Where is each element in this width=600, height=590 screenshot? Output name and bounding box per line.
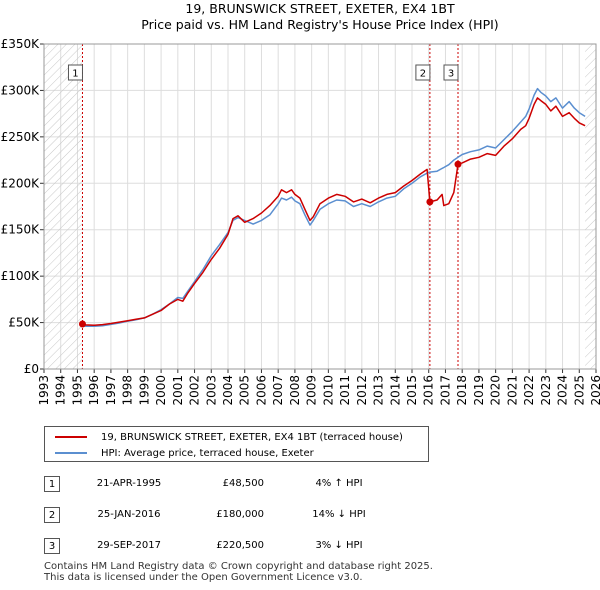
footer-line-1: Contains HM Land Registry data © Crown c… xyxy=(44,561,433,572)
y-tick-label: £150K xyxy=(1,223,41,237)
x-tick-label: 1999 xyxy=(137,375,151,406)
y-tick-label: £200K xyxy=(1,176,41,190)
y-axis: £0 £50K £100K £150K £200K £250K £300K £350K xyxy=(1,37,44,376)
price-chart: 19, BRUNSWICK STREET, EXETER, EX4 1BT Pr… xyxy=(1,1,600,406)
x-tick-label: 2004 xyxy=(221,375,235,406)
x-tick-label: 2023 xyxy=(539,375,553,406)
transaction-number: 3 xyxy=(44,538,60,554)
y-tick-label: £100K xyxy=(1,269,41,283)
hatched-regions xyxy=(44,44,596,369)
x-tick-label: 2014 xyxy=(388,375,402,406)
transaction-hpi-diff: 14% ↓ HPI xyxy=(312,509,366,520)
x-tick-label: 2010 xyxy=(321,375,335,406)
x-tick-label: 2005 xyxy=(238,375,252,406)
y-tick-label: £50K xyxy=(8,316,40,330)
x-tick-label: 2011 xyxy=(338,375,352,406)
series-lines xyxy=(82,87,586,328)
x-tick-label: 1998 xyxy=(121,375,135,406)
legend-item-price: 19, BRUNSWICK STREET, EXETER, EX4 1BT (t… xyxy=(55,430,403,444)
transaction-number: 1 xyxy=(44,476,60,492)
hatch-before-data xyxy=(44,44,83,369)
marker-label-1: 1 xyxy=(72,69,78,80)
x-tick-label: 2016 xyxy=(422,375,436,406)
x-tick-label: 2025 xyxy=(572,375,586,406)
marker-label-2: 2 xyxy=(420,69,426,80)
x-tick-label: 2026 xyxy=(589,375,600,406)
transaction-price: £180,000 xyxy=(216,509,264,520)
transaction-price: £48,500 xyxy=(222,478,264,489)
legend-price-swatch xyxy=(55,436,87,438)
marker-dot-3 xyxy=(454,160,462,168)
footer-attribution: Contains HM Land Registry data © Crown c… xyxy=(44,561,433,583)
marker-dot-2 xyxy=(426,198,434,206)
x-tick-label: 1994 xyxy=(54,375,68,406)
x-tick-label: 2018 xyxy=(455,375,469,406)
footer-line-2: This data is licensed under the Open Gov… xyxy=(44,572,363,583)
transaction-date: 29-SEP-2017 xyxy=(97,540,161,551)
x-tick-label: 2008 xyxy=(288,375,302,406)
x-tick-label: 1997 xyxy=(104,375,118,406)
legend-price-label: 19, BRUNSWICK STREET, EXETER, EX4 1BT (t… xyxy=(101,431,403,443)
x-tick-label: 2003 xyxy=(204,375,218,406)
chart-subtitle: Price paid vs. HM Land Registry's House … xyxy=(141,17,498,32)
hpi-line xyxy=(82,87,586,328)
marker-box-1 xyxy=(67,64,83,81)
x-tick-label: 2007 xyxy=(271,375,285,406)
x-tick-label: 2020 xyxy=(489,375,503,406)
x-tick-label: 2019 xyxy=(472,375,486,406)
transaction-price: £220,500 xyxy=(216,540,264,551)
y-tick-label: £300K xyxy=(1,83,41,97)
transaction-marker-labels: 1 2 3 xyxy=(67,64,459,81)
marker-box-2 xyxy=(415,64,431,81)
x-tick-label: 2022 xyxy=(522,375,536,406)
legend: 19, BRUNSWICK STREET, EXETER, EX4 1BT (t… xyxy=(44,426,429,462)
y-tick-label: £0 xyxy=(24,362,39,376)
plot-area xyxy=(44,44,596,369)
y-tick-label: £250K xyxy=(1,130,41,144)
legend-hpi-swatch xyxy=(55,452,87,454)
legend-item-hpi: HPI: Average price, terraced house, Exet… xyxy=(55,446,314,460)
transaction-date: 25-JAN-2016 xyxy=(97,509,161,520)
x-tick-label: 2013 xyxy=(372,375,386,406)
x-tick-label: 2021 xyxy=(505,375,519,406)
price-paid-line xyxy=(82,97,586,326)
marker-box-3 xyxy=(443,64,459,81)
chart-title: 19, BRUNSWICK STREET, EXETER, EX4 1BT xyxy=(185,1,455,16)
transaction-hpi-diff: 3% ↓ HPI xyxy=(315,540,363,551)
x-tick-label: 2017 xyxy=(438,375,452,406)
x-tick-label: 2024 xyxy=(556,375,570,406)
plot-frame xyxy=(43,43,597,370)
marker-label-3: 3 xyxy=(448,69,454,80)
x-tick-label: 1995 xyxy=(70,375,84,406)
legend-hpi-label: HPI: Average price, terraced house, Exet… xyxy=(101,447,314,459)
x-tick-label: 2000 xyxy=(154,375,168,406)
x-tick-label: 2006 xyxy=(254,375,268,406)
x-tick-label: 1996 xyxy=(87,375,101,406)
x-tick-label: 2001 xyxy=(171,375,185,406)
x-axis: 1993 1994 1995 1996 1997 1998 1999 2000 2001 2002… xyxy=(37,369,600,406)
y-tick-label: £350K xyxy=(1,37,41,51)
transaction-hpi-diff: 4% ↑ HPI xyxy=(315,478,363,489)
x-tick-label: 1993 xyxy=(37,375,51,406)
transaction-date: 21-APR-1995 xyxy=(96,478,162,489)
x-tick-label: 2015 xyxy=(405,375,419,406)
marker-dot-1 xyxy=(78,320,86,328)
plot-background xyxy=(44,44,596,369)
x-tick-label: 2012 xyxy=(355,375,369,406)
x-tick-label: 2009 xyxy=(305,375,319,406)
x-tick-label: 2002 xyxy=(188,375,202,406)
hatch-after-data xyxy=(585,44,596,369)
transaction-number: 2 xyxy=(44,507,60,523)
transaction-marker-dots xyxy=(78,160,462,328)
